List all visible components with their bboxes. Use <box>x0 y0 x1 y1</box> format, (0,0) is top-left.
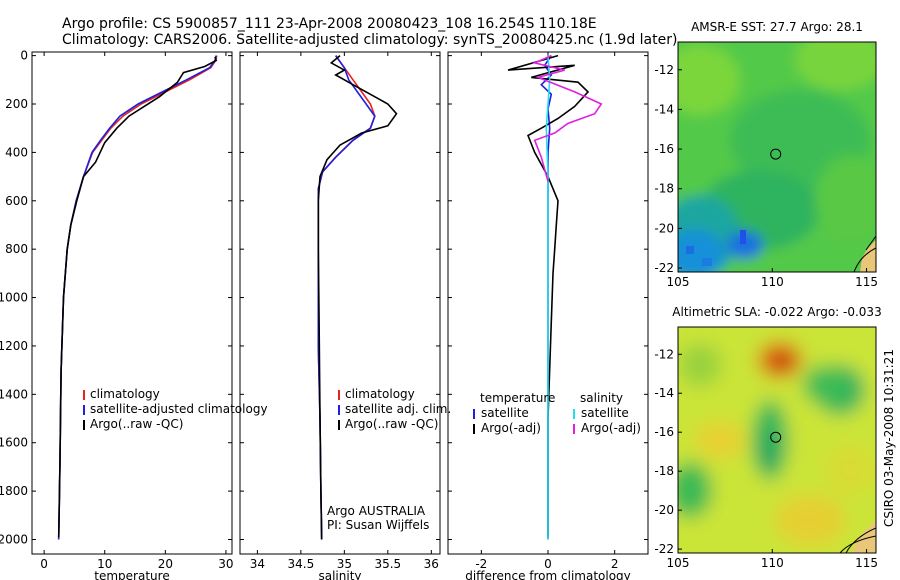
y-tick-label: 1200 <box>0 339 28 353</box>
x-tick-label: 30 <box>218 557 233 571</box>
map-y-tick-label: -18 <box>654 464 674 478</box>
x-tick-label: 0 <box>544 557 552 571</box>
y-tick-label: 1400 <box>0 387 28 401</box>
map-y-tick-label: -16 <box>654 425 674 439</box>
y-tick-label: 400 <box>5 145 28 159</box>
sst-field <box>678 42 876 272</box>
map-y-tick-label: -14 <box>654 102 674 116</box>
legend-label: climatology <box>90 387 160 401</box>
y-tick-label: 1000 <box>0 291 28 305</box>
salinity-panel: 34 34.5 35 35.5 36 salinity climatologysatelli… <box>239 51 451 580</box>
map-x-tick-label: 115 <box>855 556 878 570</box>
timestamp-stamp: CSIRO 03-May-2008 10:31:21 <box>882 349 896 527</box>
legend-label: Argo(..raw -QC) <box>90 417 183 431</box>
series-line-climatology <box>317 55 376 540</box>
x-tick-label: 2 <box>611 557 619 571</box>
figure-subtitle: Climatology: CARS2006. Satellite-adjuste… <box>62 32 677 48</box>
y-tick-label: 1800 <box>0 484 28 498</box>
sst-map-panel: AMSR-E SST: 27.7 Argo: 28.1 105 1 <box>654 20 878 289</box>
legend-label: satellite-adjusted climatology <box>90 402 268 416</box>
series-line-satellite-adjusted-climatology <box>57 55 217 540</box>
map-y-tick-label: -18 <box>654 182 674 196</box>
x-tick-label: -2 <box>475 557 487 571</box>
series-line-salinity-satellite <box>545 55 551 540</box>
map-y-tick-label: -22 <box>654 542 674 556</box>
x-axis-label: difference from climatology <box>465 569 631 580</box>
legend-label: Argo(-adj) <box>581 421 641 435</box>
x-tick-label: 34 <box>250 557 265 571</box>
x-tick-label: 35 <box>337 557 352 571</box>
legend-column-header: temperature <box>480 391 555 405</box>
map-y-tick-label: -12 <box>654 63 674 77</box>
sla-field <box>678 327 876 553</box>
figure-title: Argo profile: CS 5900857_111 23-Apr-2008… <box>62 16 597 32</box>
x-tick-label: 0 <box>40 557 48 571</box>
legend-label: Argo(-adj) <box>481 421 541 435</box>
annotation-text: PI: Susan Wijffels <box>327 518 429 532</box>
y-tick-label: 2000 <box>0 532 28 546</box>
y-tick-label: 0 <box>20 49 28 63</box>
map-x-tick-label: 105 <box>667 275 690 289</box>
y-tick-label: 600 <box>5 194 28 208</box>
sla-map-axes: 105 110 115 -12 -14 -16 -18 -20 -22 <box>654 347 878 570</box>
sst-map-title: AMSR-E SST: 27.7 Argo: 28.1 <box>691 20 863 34</box>
map-y-tick-label: -20 <box>654 503 674 517</box>
map-x-tick-label: 110 <box>761 275 784 289</box>
series-line-temperature-argo-adj <box>507 54 590 538</box>
x-tick-label: 34.5 <box>288 557 315 571</box>
map-y-tick-label: -12 <box>654 347 674 361</box>
y-tick-label: 800 <box>5 242 28 256</box>
map-y-tick-label: -22 <box>654 261 674 275</box>
legend-label: satellite <box>581 406 629 420</box>
legend-label: satellite <box>481 406 529 420</box>
series-line-salinity-argo-adj <box>532 54 603 182</box>
y-tick-label: 1600 <box>0 436 28 450</box>
sla-map-title: Altimetric SLA: -0.022 Argo: -0.033 <box>672 305 881 319</box>
map-y-tick-label: -16 <box>654 142 674 156</box>
legend-label: satellite adj. clim. <box>345 402 451 416</box>
x-tick-label: 36 <box>424 557 439 571</box>
series-line-climatology <box>57 55 218 540</box>
sst-map-axes: 105 110 115 -12 -14 -16 -18 -20 -22 <box>654 63 878 289</box>
sst-argo-location-marker <box>770 148 782 160</box>
x-tick-label: 20 <box>158 557 173 571</box>
sla-map-panel: Altimetric SLA: -0.022 Argo: -0.033 <box>654 305 881 570</box>
plot-frame <box>31 51 233 555</box>
series-line-satellite-adj-clim <box>317 55 376 540</box>
x-axis-label: temperature <box>94 569 169 580</box>
map-x-tick-label: 105 <box>667 556 690 570</box>
plot-frame <box>239 51 441 555</box>
series-line-argo-raw-qc <box>57 56 218 538</box>
map-y-tick-label: -20 <box>654 221 674 235</box>
map-y-tick-label: -14 <box>654 386 674 400</box>
legend-label: Argo(..raw -QC) <box>345 417 438 431</box>
y-tick-label: 200 <box>5 97 28 111</box>
legend-column-header: salinity <box>580 391 623 405</box>
x-tick-label: 35.5 <box>374 557 401 571</box>
annotation-text: Argo AUSTRALIA <box>327 504 426 518</box>
map-x-tick-label: 115 <box>855 275 878 289</box>
x-axis-label: salinity <box>318 569 361 580</box>
series-line-argo-raw-qc <box>317 54 398 540</box>
legend-label: climatology <box>345 387 415 401</box>
sla-argo-location-marker <box>770 431 782 443</box>
map-x-tick-label: 110 <box>761 556 784 570</box>
x-tick-label: 10 <box>97 557 112 571</box>
temperature-panel: 0 10 20 30 0 200 400 600 800 1000 1200 1400 1600 1800… <box>0 49 268 580</box>
